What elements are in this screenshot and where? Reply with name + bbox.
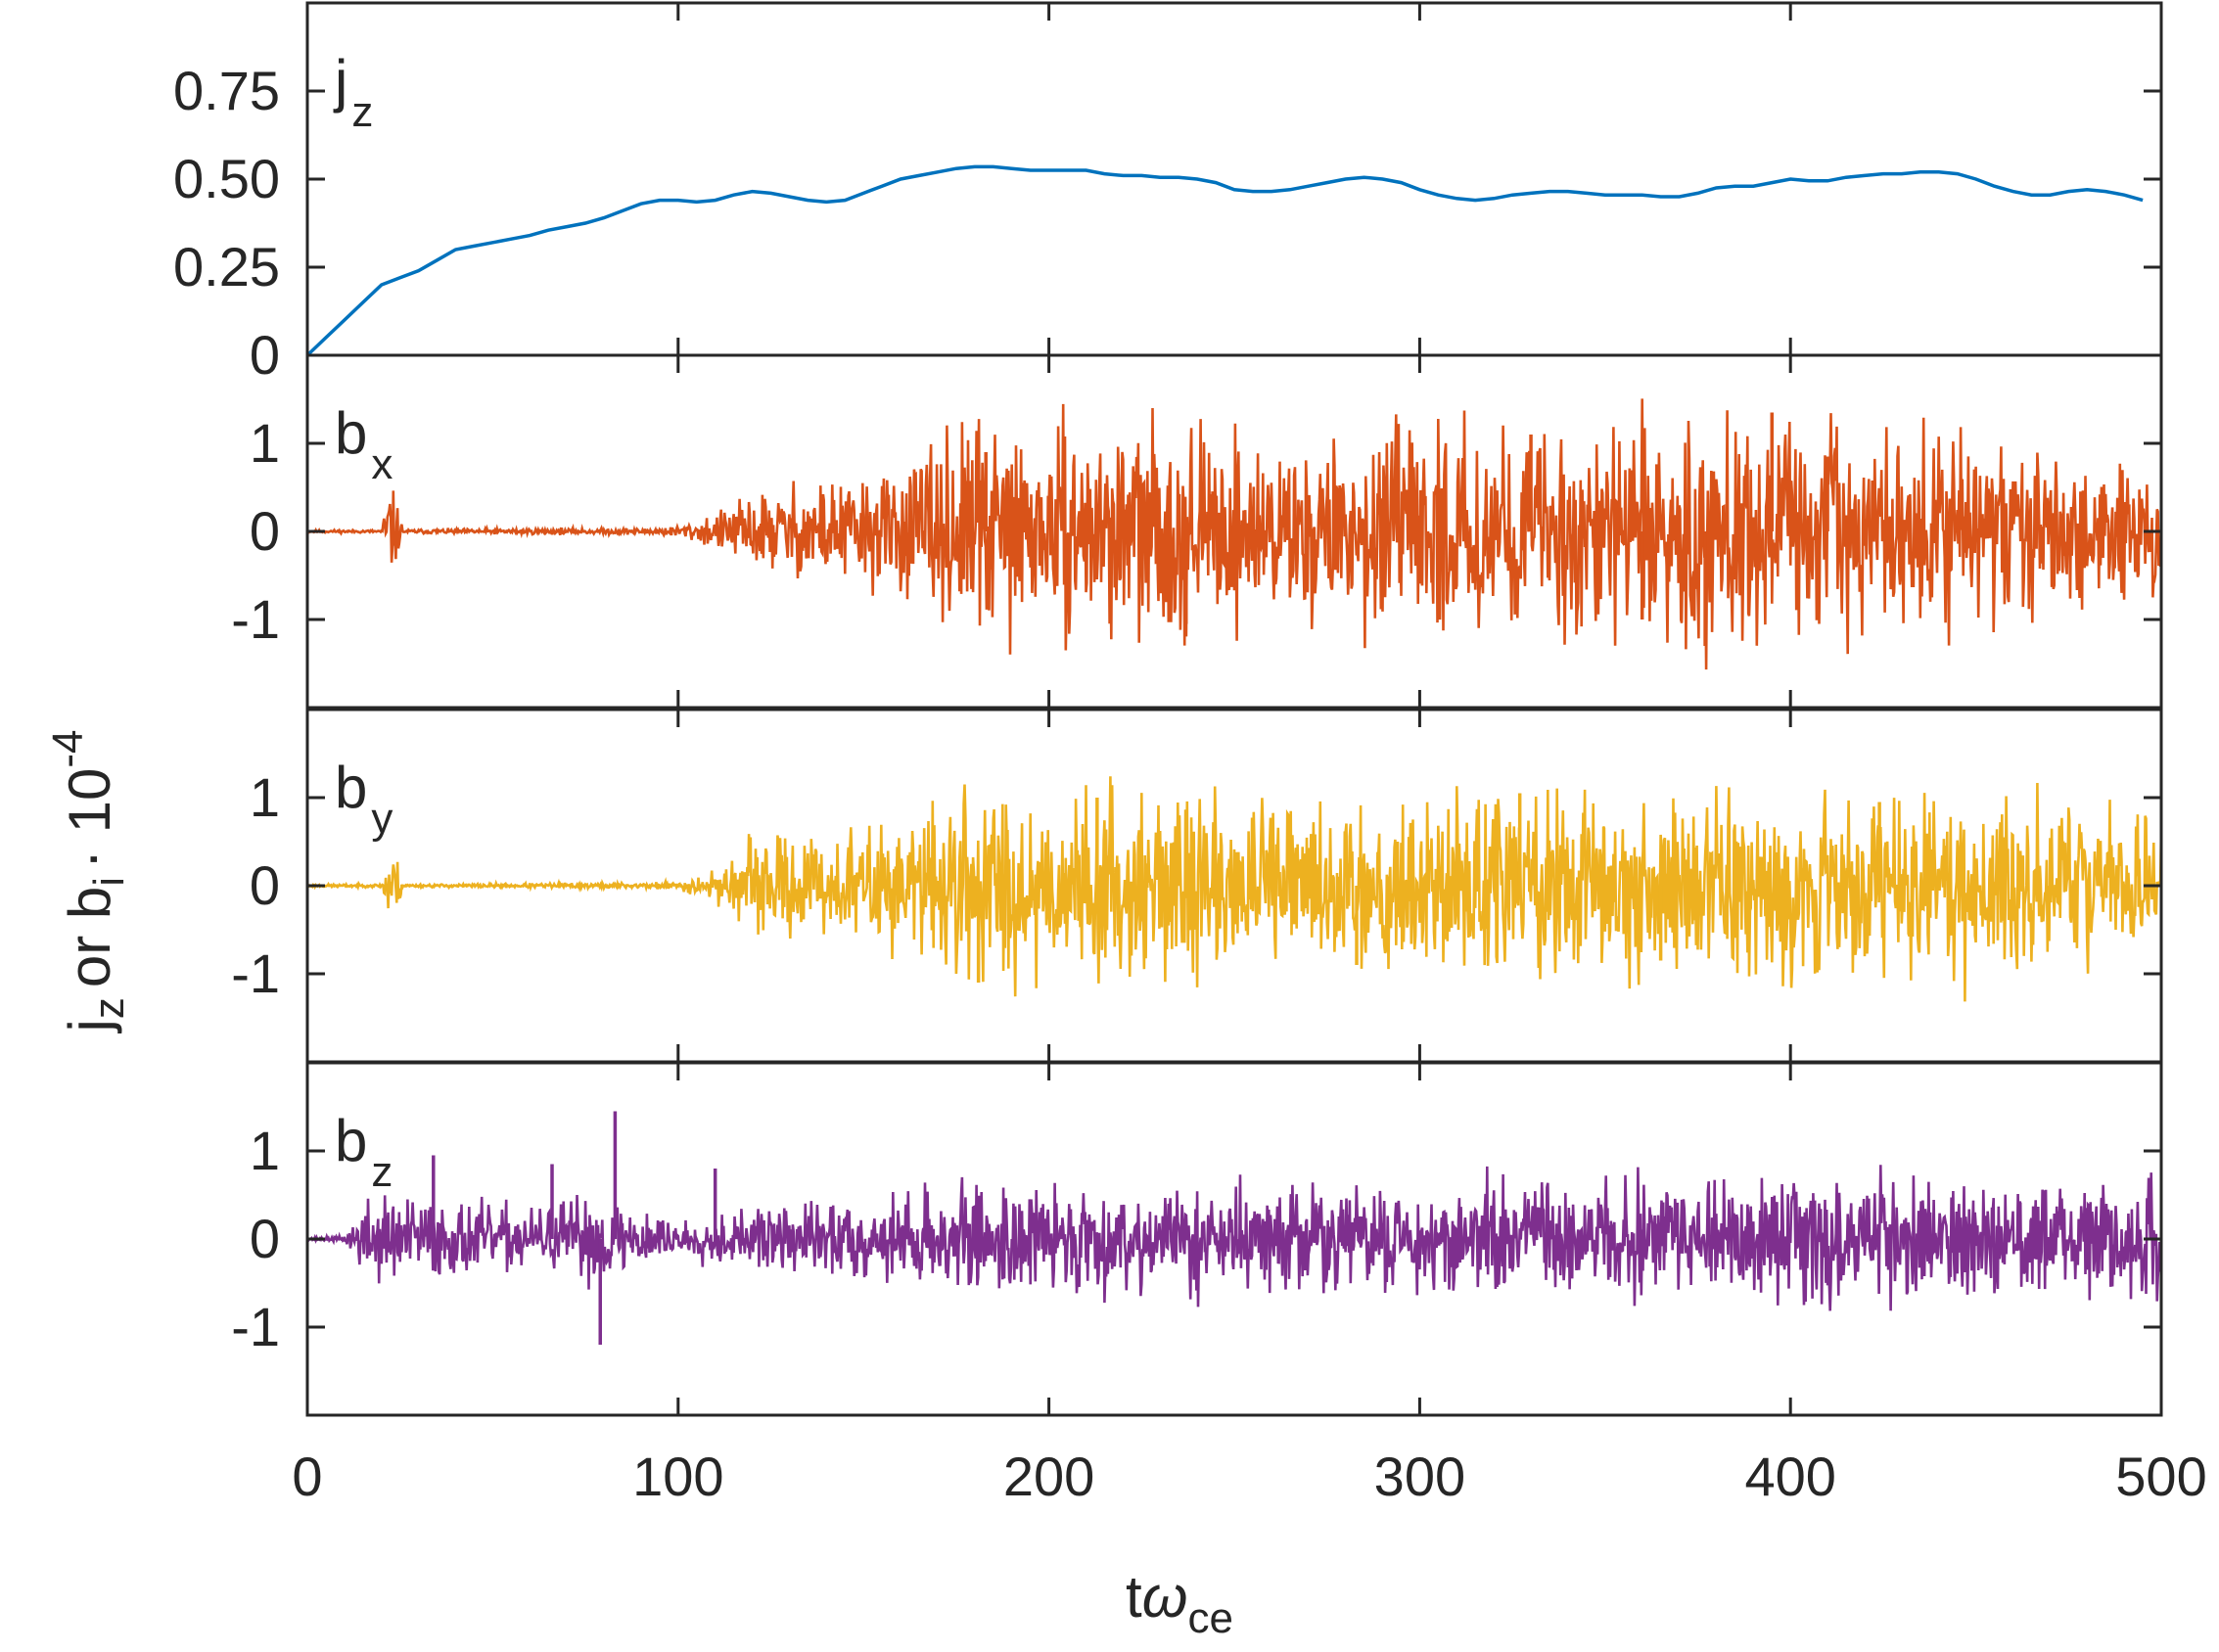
xtick-label: 100 [632,1446,723,1507]
y-axis-title-or: or b [57,887,122,987]
xtick-label: 200 [1003,1446,1094,1507]
bx-series-label: bx [335,400,393,488]
bx-series-label-sub: x [371,440,393,488]
by-series-label-sub: y [371,795,393,843]
jz-series-line [307,164,2144,355]
jz-series-label-sub: z [351,88,373,136]
x-axis-title: tωce [1126,1564,1233,1642]
jz-axes-box [305,1,2163,357]
jz-series-label-main: j [333,48,347,114]
jz-ytick-label: 0.50 [173,148,280,209]
bx-series-label-main: b [335,400,367,466]
y-axis-title-b-sub: i [85,877,133,887]
bx-ytick-label: 0 [250,500,280,562]
bz-ytick-label: 1 [250,1120,280,1181]
x-axis-title-t: t [1126,1564,1142,1629]
x-axis-title-omega: ω [1142,1564,1188,1629]
by-series-label: by [335,755,393,843]
by-series-label-main: b [335,755,367,820]
bz-series-label: bz [335,1108,393,1196]
y-axis-title-j-sub: z [85,997,133,1019]
bz-series-line [307,1165,2161,1311]
bz-series-label-sub: z [371,1148,393,1196]
by-series-line [307,776,2161,1002]
panel-bx: -101 bx [231,353,2163,710]
xtick-label: 500 [2115,1446,2206,1507]
panel-bz: -101 bz [231,1061,2163,1417]
y-axis-title: jz or bi · 10-4 [44,729,133,1033]
jz-ytick-label: 0 [250,324,280,386]
panel-by: -101 by [231,708,2163,1064]
y-axis-title-exp: -4 [44,729,92,767]
xtick-label: 300 [1374,1446,1465,1507]
by-ytick-label: -1 [231,942,280,1004]
y-axis-title-j: j [57,1019,122,1033]
y-axis-title-dot: · 10 [57,768,122,869]
bz-ytick-label: 0 [250,1208,280,1269]
xtick-label: 400 [1744,1446,1835,1507]
bx-ytick-label: -1 [231,588,280,650]
jz-ytick-label: 0.25 [173,236,280,298]
bx-ytick-label: 1 [250,412,280,474]
bz-ytick-label: -1 [231,1296,280,1357]
jz-ytick-label: 0.75 [173,60,280,121]
by-ytick-label: 0 [250,854,280,916]
x-axis-title-sub: ce [1187,1594,1232,1642]
panel-jz: 0 0.25 0.50 0.75 jz [173,1,2163,386]
jz-series-label: jz [333,48,373,136]
xtick-label: 0 [292,1446,322,1507]
bz-series-label-main: b [335,1108,367,1173]
by-ytick-label: 1 [250,766,280,828]
bx-series-line [307,398,2161,670]
